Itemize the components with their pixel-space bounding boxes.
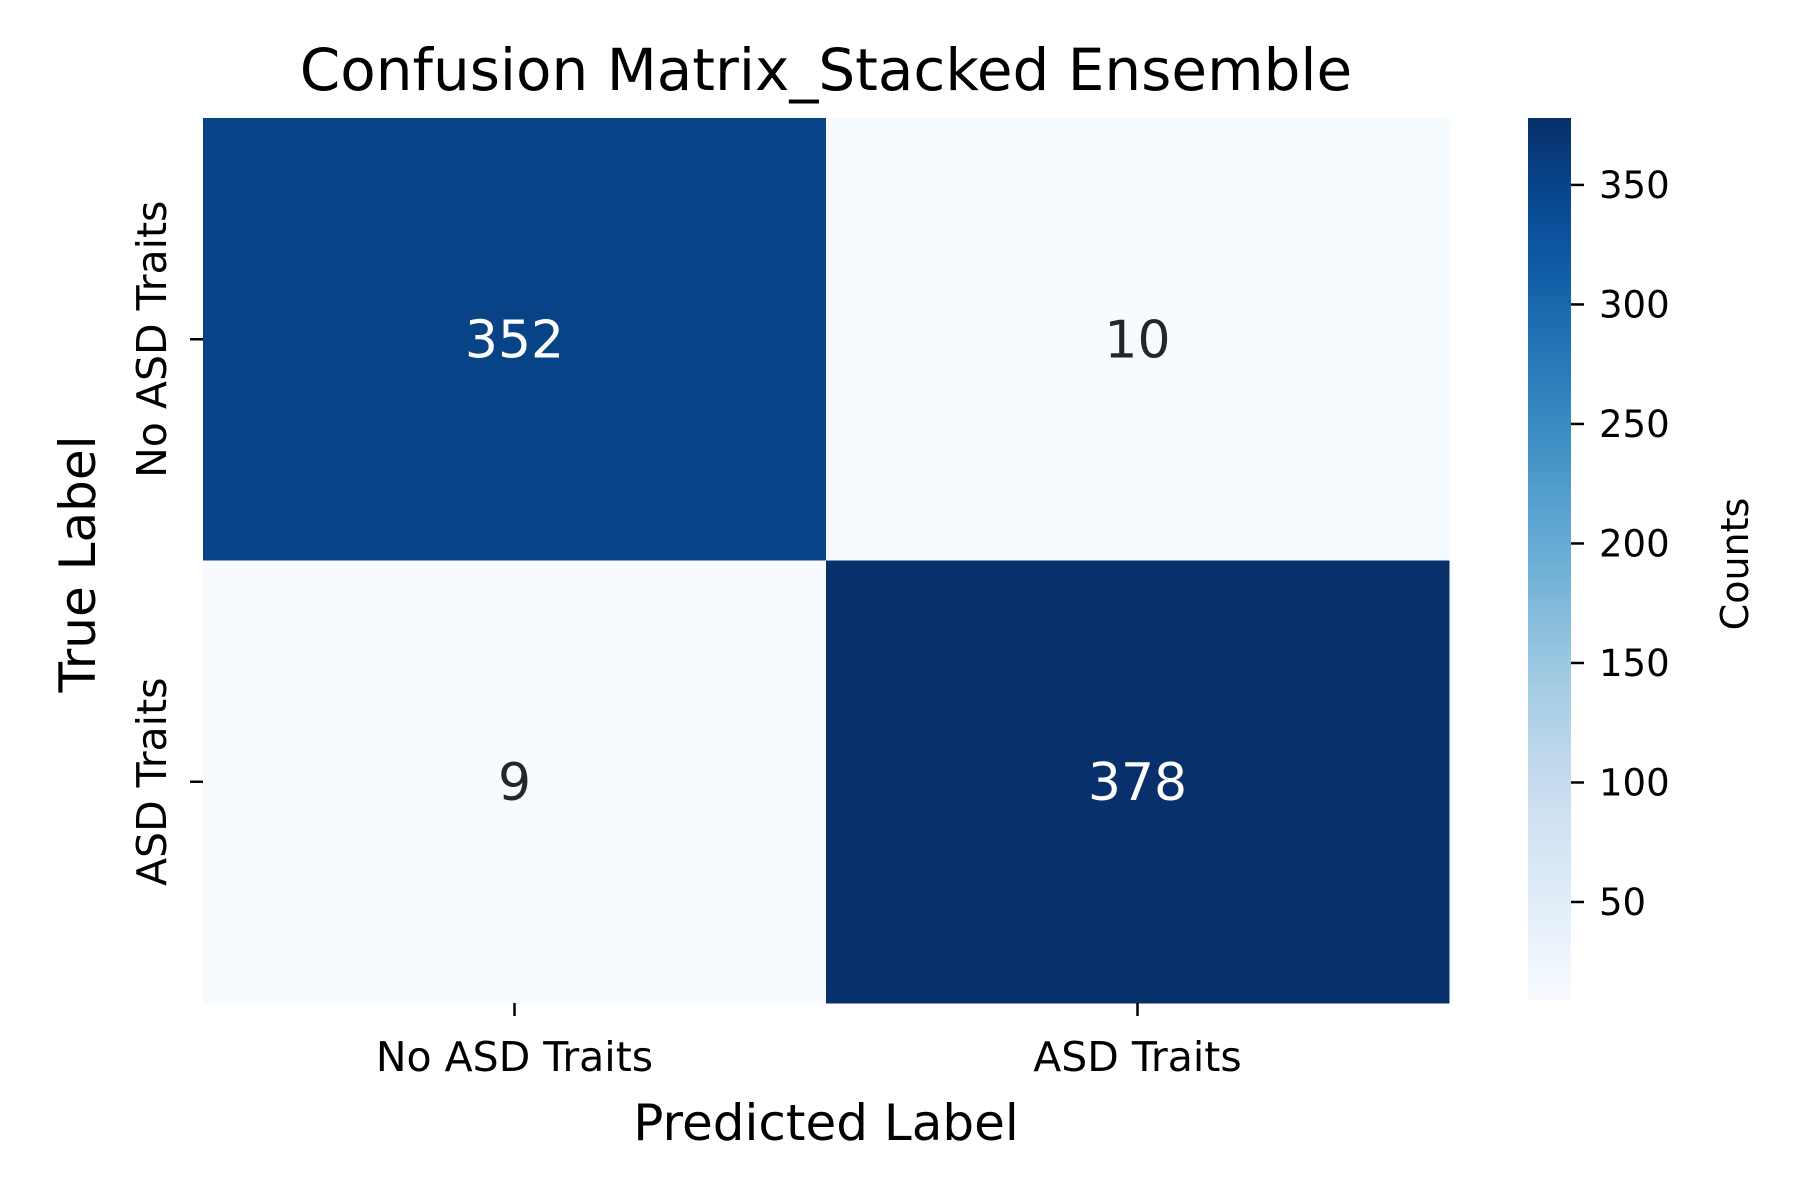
heatmap-cell-r1-c0 <box>203 560 827 1004</box>
heatmap-cell-r0-c1 <box>826 118 1450 561</box>
cell-value-r1-c1: 378 <box>1088 753 1187 813</box>
colorbar: 50 100 150 200 250 300 350 <box>1528 118 1670 1000</box>
colorbar-tick-label: 350 <box>1599 164 1670 207</box>
heatmap-cells <box>203 118 1450 1004</box>
x-tick-label: ASD Traits <box>1033 1033 1242 1081</box>
y-axis-title: True Label <box>49 436 107 694</box>
colorbar-gradient <box>1528 118 1571 1000</box>
y-tick-label: No ASD Traits <box>128 201 176 478</box>
cell-value-r0-c0: 352 <box>465 310 564 370</box>
x-axis-title: Predicted Label <box>633 1094 1019 1152</box>
heatmap-cell-r1-c1 <box>826 560 1450 1004</box>
cell-value-r1-c0: 9 <box>498 753 531 813</box>
cell-value-r0-c1: 10 <box>1104 310 1170 370</box>
colorbar-label: Counts <box>1713 498 1757 631</box>
chart-title: Confusion Matrix_Stacked Ensemble <box>300 36 1352 104</box>
y-axis: No ASD Traits ASD Traits <box>128 201 203 886</box>
colorbar-tick-label: 100 <box>1599 761 1670 804</box>
x-axis: No ASD Traits ASD Traits <box>376 1003 1242 1081</box>
y-tick-label: ASD Traits <box>128 677 176 886</box>
colorbar-tick-label: 150 <box>1599 642 1670 685</box>
colorbar-tick-label: 300 <box>1599 283 1670 326</box>
heatmap-cell-r0-c0 <box>203 118 827 561</box>
cell-annotations: 352 10 9 378 <box>465 310 1187 813</box>
colorbar-tick-label: 200 <box>1599 522 1670 565</box>
x-tick-label: No ASD Traits <box>376 1033 653 1081</box>
colorbar-tick-label: 250 <box>1599 403 1670 446</box>
colorbar-tick-label: 50 <box>1599 881 1646 924</box>
